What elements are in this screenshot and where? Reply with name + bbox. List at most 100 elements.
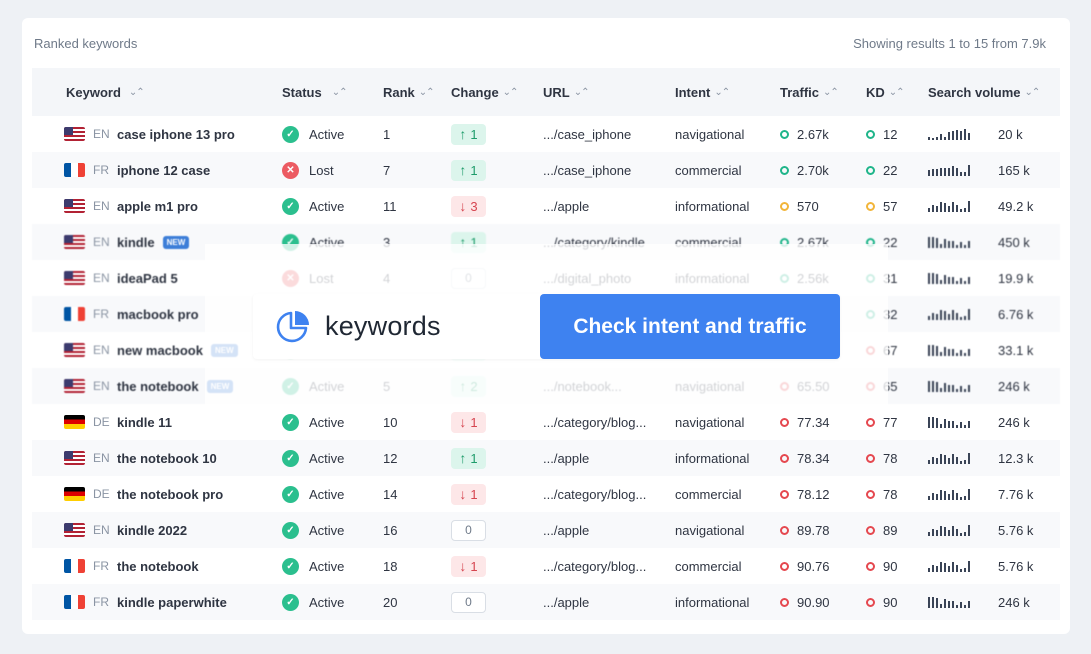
traffic-level-icon xyxy=(780,597,789,607)
sort-icon: ⌄⌃ xyxy=(714,86,730,98)
keyword-text[interactable]: new macbook xyxy=(117,342,203,358)
rank-cell: 1 xyxy=(383,126,391,142)
sparkline-bar xyxy=(956,129,958,140)
change-cell: ↓ 3 xyxy=(451,195,543,217)
col-search-volume[interactable]: Search volume ⌄⌃ xyxy=(928,84,1040,100)
sparkline-bar xyxy=(940,387,942,392)
keyword-text[interactable]: macbook pro xyxy=(117,306,199,322)
keyword-text[interactable]: the notebook xyxy=(117,378,199,394)
url-link[interactable]: .../case_iphone xyxy=(543,162,632,178)
url-link[interactable]: .../case_iphone xyxy=(543,126,632,142)
flag-us-icon xyxy=(64,523,85,537)
url-link[interactable]: .../category/blog... xyxy=(543,558,647,574)
volume-trend-sparkline xyxy=(928,164,990,176)
sparkline-bar xyxy=(948,313,950,320)
col-url[interactable]: URL ⌄⌃ xyxy=(543,84,589,100)
table-row[interactable]: FR kindle paperwhite ✓ Active 20 0 .../apple in… xyxy=(32,584,1060,620)
sparkline-bar xyxy=(940,201,942,212)
status-text: Active xyxy=(309,198,345,214)
url-link[interactable]: .../category/blog... xyxy=(543,414,647,430)
arrow-up-icon: ↑ xyxy=(459,234,467,250)
intent-cell: navigational xyxy=(675,522,745,538)
table-row[interactable]: EN kindle 2022 ✓ Active 16 0 .../apple navigati… xyxy=(32,512,1060,548)
sparkline-bar xyxy=(960,532,962,536)
url-link[interactable]: .../apple xyxy=(543,594,590,610)
keyword-text[interactable]: case iphone 13 pro xyxy=(117,126,235,142)
url-link[interactable]: .../category/blog... xyxy=(543,486,647,502)
sort-icon: ⌄⌃ xyxy=(823,86,839,98)
sparkline-bar xyxy=(956,204,958,212)
sparkline-bar xyxy=(932,380,934,392)
sparkline-bar xyxy=(960,568,962,572)
url-link[interactable]: .../apple xyxy=(543,198,590,214)
status-cell: ✓ Active xyxy=(282,197,383,215)
col-keyword[interactable]: Keyword ⌄⌃ xyxy=(66,84,145,100)
status-cell: ✓ Active xyxy=(282,521,383,539)
keyword-text[interactable]: kindle paperwhite xyxy=(117,594,227,610)
table-row[interactable]: FR the notebook ✓ Active 18 ↓ 1 .../category/bl… xyxy=(32,548,1060,584)
keyword-text[interactable]: ideaPad 5 xyxy=(117,270,178,286)
status-text: Active xyxy=(309,486,345,502)
keyword-cell: EN apple m1 pro xyxy=(32,199,282,214)
keyword-text[interactable]: kindle 2022 xyxy=(117,522,188,538)
search-volume-cell: 33.1 k xyxy=(928,343,1060,358)
keyword-text[interactable]: kindle 11 xyxy=(117,414,172,430)
col-intent[interactable]: Intent ⌄⌃ xyxy=(675,84,730,100)
sparkline-bar xyxy=(960,130,962,140)
table-row[interactable]: FR iphone 12 case ✕ Lost 7 ↑ 1 .../case_iphone c… xyxy=(32,152,1060,188)
arrow-up-icon: ↑ xyxy=(459,126,467,142)
keyword-text[interactable]: the notebook xyxy=(117,558,199,574)
url-link[interactable]: .../apple xyxy=(543,522,590,538)
keyword-text[interactable]: apple m1 pro xyxy=(117,198,198,214)
search-volume-cell: 5.76 k xyxy=(928,559,1060,574)
check-intent-button[interactable]: Check intent and traffic xyxy=(540,294,840,359)
keyword-text[interactable]: kindle xyxy=(117,234,155,250)
status-cell: ✓ Active xyxy=(282,125,383,143)
language-code: FR xyxy=(93,559,109,573)
language-code: FR xyxy=(93,595,109,609)
sparkline-bar xyxy=(948,529,950,536)
sparkline-bar xyxy=(940,489,942,500)
sparkline-bar xyxy=(940,525,942,536)
sparkline-bar xyxy=(936,237,938,248)
col-rank[interactable]: Rank ⌄⌃ xyxy=(383,84,435,100)
status-text: Lost xyxy=(309,162,334,178)
volume-trend-sparkline xyxy=(928,488,990,500)
sparkline-bar xyxy=(936,417,938,428)
keyword-cell: DE the notebook pro xyxy=(32,487,282,502)
keyword-cell: DE kindle 11 xyxy=(32,415,282,430)
traffic-cell: 2.70k xyxy=(780,163,866,178)
sparkline-bar xyxy=(968,452,970,464)
sparkline-bar xyxy=(960,601,962,608)
keyword-text[interactable]: the notebook pro xyxy=(117,486,224,502)
sparkline-bar xyxy=(960,316,962,320)
col-kd[interactable]: KD ⌄⌃ xyxy=(866,84,905,100)
keyword-cell: EN the notebook 10 xyxy=(32,451,282,466)
sort-icon: ⌄⌃ xyxy=(888,86,905,98)
sparkline-bar xyxy=(960,385,962,392)
language-code: DE xyxy=(93,487,110,501)
sparkline-bar xyxy=(968,600,970,608)
url-link[interactable]: .../apple xyxy=(543,450,590,466)
arrow-up-icon: ↑ xyxy=(459,450,467,466)
table-row[interactable]: EN case iphone 13 pro ✓ Active 1 ↑ 1 .../case_i… xyxy=(32,116,1060,152)
table-row[interactable]: DE kindle 11 ✓ Active 10 ↓ 1 .../category/blog.… xyxy=(32,404,1060,440)
sparkline-bar xyxy=(932,344,934,356)
keyword-text[interactable]: the notebook 10 xyxy=(117,450,217,466)
check-circle-icon: ✓ xyxy=(282,521,299,539)
rank-cell: 12 xyxy=(383,450,398,466)
col-traffic[interactable]: Traffic ⌄⌃ xyxy=(780,84,839,100)
volume-trend-sparkline xyxy=(928,128,990,140)
traffic-level-icon xyxy=(780,453,789,463)
sparkline-bar xyxy=(948,131,950,140)
sparkline-bar xyxy=(964,171,966,176)
col-change[interactable]: Change ⌄⌃ xyxy=(451,84,518,100)
keyword-text[interactable]: iphone 12 case xyxy=(117,162,211,178)
table-row[interactable]: DE the notebook pro ✓ Active 14 ↓ 1 .../categor… xyxy=(32,476,1060,512)
table-row[interactable]: EN the notebook 10 ✓ Active 12 ↑ 1 .../apple inf… xyxy=(32,440,1060,476)
search-volume-cell: 6.76 k xyxy=(928,307,1060,322)
flag-us-icon xyxy=(64,271,85,285)
table-row[interactable]: EN apple m1 pro ✓ Active 11 ↓ 3 .../apple inform… xyxy=(32,188,1060,224)
sparkline-bar xyxy=(964,352,966,356)
col-status[interactable]: Status ⌄⌃ xyxy=(282,84,347,100)
